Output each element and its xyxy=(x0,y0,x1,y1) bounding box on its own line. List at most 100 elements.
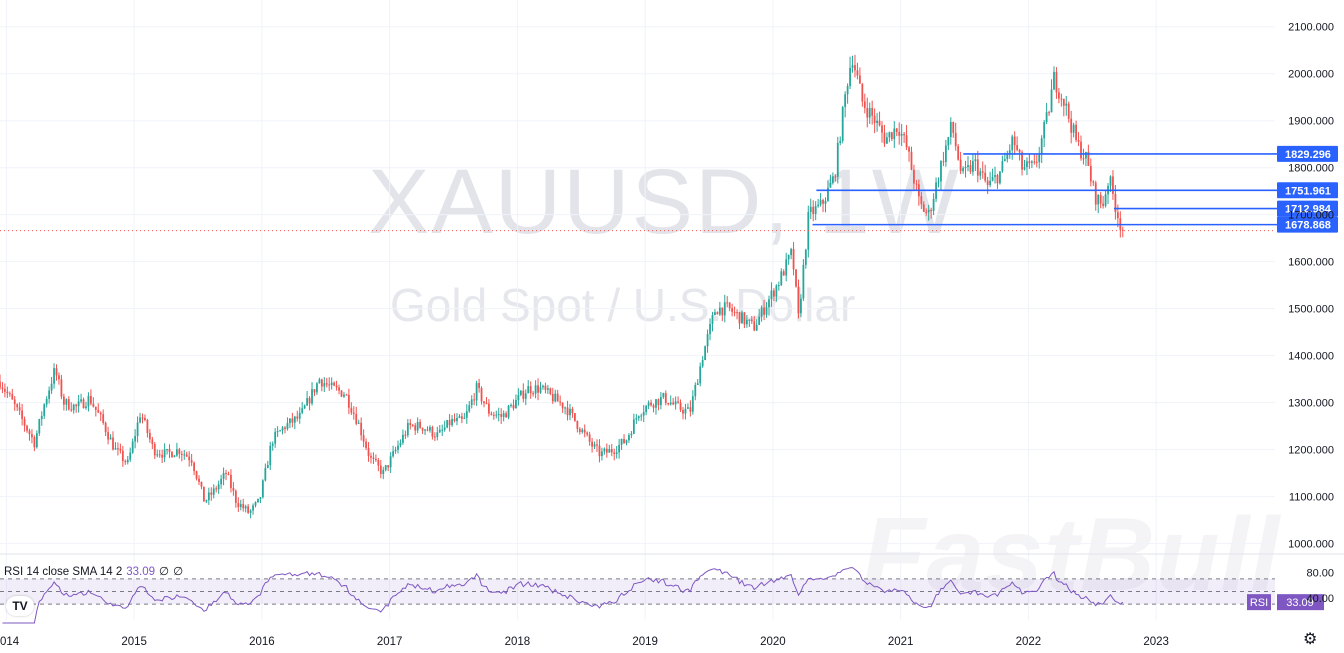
candle-body xyxy=(733,311,736,313)
candle-body xyxy=(99,412,102,415)
candle-body xyxy=(868,108,871,118)
candle-body xyxy=(249,510,252,513)
candle-body xyxy=(782,271,785,276)
candle-body xyxy=(957,146,960,160)
candle-body xyxy=(851,65,854,68)
candle-body xyxy=(1045,112,1048,123)
candle-body xyxy=(642,412,645,416)
candle-body xyxy=(765,307,768,315)
candle-body xyxy=(261,480,264,498)
candle-body xyxy=(731,308,734,312)
candle-body xyxy=(625,440,628,444)
candle-body xyxy=(900,133,903,136)
candle-body xyxy=(944,145,947,162)
candle-body xyxy=(716,312,719,315)
candle-body xyxy=(898,131,901,136)
level-badge xyxy=(1277,145,1338,162)
candle-body xyxy=(849,67,851,86)
candle-body xyxy=(31,434,33,438)
candle-body xyxy=(23,418,26,426)
gear-icon[interactable]: ⚙ xyxy=(1303,631,1318,648)
candle-body xyxy=(1003,159,1006,162)
candle-body xyxy=(126,459,129,463)
candle-body xyxy=(699,366,702,384)
candle-body xyxy=(67,399,70,410)
candle-body xyxy=(460,416,463,419)
candle-body xyxy=(92,403,95,407)
x-tick-label: 2022 xyxy=(1016,636,1042,648)
candle-body xyxy=(846,85,849,95)
candle-body xyxy=(824,200,827,204)
candle-body xyxy=(94,406,97,410)
candle-body xyxy=(1065,103,1068,106)
candle-body xyxy=(1040,138,1043,154)
rsi-series: RSI 33.09 xyxy=(2,567,1324,624)
candle-body xyxy=(571,408,574,414)
candle-body xyxy=(915,183,918,185)
candle-body xyxy=(259,497,262,499)
candle-body xyxy=(979,171,982,176)
candle-body xyxy=(940,161,942,182)
candle-body xyxy=(677,401,679,403)
candle-body xyxy=(620,438,623,445)
tradingview-logo-icon[interactable]: TV xyxy=(6,596,34,616)
candle-body xyxy=(161,454,164,458)
candle-body xyxy=(480,388,483,402)
candle-body xyxy=(1114,193,1117,213)
candle-body xyxy=(596,444,598,446)
candle-body xyxy=(82,399,85,409)
candle-body xyxy=(35,433,38,448)
candle-body xyxy=(809,206,812,212)
candle-body xyxy=(581,429,584,433)
candle-body xyxy=(345,394,348,396)
candle-body xyxy=(151,439,154,444)
candle-body xyxy=(200,481,203,487)
candle-body xyxy=(286,423,289,429)
candle-body xyxy=(446,420,449,428)
rsi-legend[interactable]: RSI 14 close SMA 14 2 33.09 ∅ ∅ xyxy=(4,564,183,578)
candle-body xyxy=(930,209,933,211)
candle-body xyxy=(328,384,331,386)
candle-body xyxy=(922,204,925,212)
rsi-badge-value: 33.09 xyxy=(1286,597,1314,609)
candle-body xyxy=(97,409,100,413)
candle-body xyxy=(895,128,898,132)
candle-body xyxy=(421,427,424,431)
candle-body xyxy=(365,441,367,449)
candle-body xyxy=(225,472,227,474)
candle-body xyxy=(709,323,711,335)
candle-body xyxy=(239,504,242,508)
candle-body xyxy=(583,429,586,433)
candle-body xyxy=(591,441,593,447)
y-tick-label: 1900.000 xyxy=(1288,116,1334,128)
grid xyxy=(0,0,1275,620)
candle-body xyxy=(141,417,144,419)
candle-body xyxy=(158,454,161,456)
candle-body xyxy=(308,398,311,404)
candle-body xyxy=(1116,212,1119,219)
candle-body xyxy=(495,414,498,416)
y-tick-label: 1200.000 xyxy=(1288,445,1334,457)
candle-body xyxy=(561,402,564,409)
level-label: 1829.296 xyxy=(1285,149,1331,161)
x-tick-label: 2019 xyxy=(632,636,658,648)
candlestick-series xyxy=(0,54,1124,519)
candle-body xyxy=(657,399,660,406)
candle-body xyxy=(485,403,488,405)
candle-body xyxy=(264,468,267,481)
candle-body xyxy=(237,502,240,508)
candle-body xyxy=(522,390,525,399)
candle-body xyxy=(1021,152,1023,170)
candle-body xyxy=(429,427,431,431)
candle-body xyxy=(502,413,505,417)
candle-body xyxy=(908,147,910,152)
x-tick-label: 2018 xyxy=(505,636,531,648)
candle-body xyxy=(1008,150,1011,154)
candle-body xyxy=(1085,151,1087,159)
candle-body xyxy=(11,394,14,400)
candle-body xyxy=(1121,229,1124,231)
candle-body xyxy=(296,416,299,419)
candle-body xyxy=(925,211,928,213)
